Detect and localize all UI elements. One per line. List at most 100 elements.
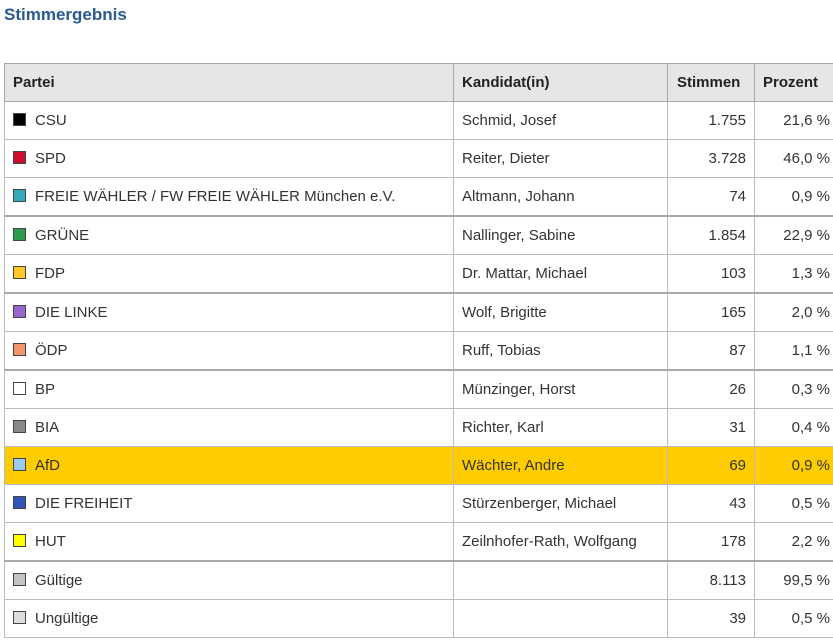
table-row: HUT Zeilnhofer-Rath, Wolfgang 178 2,2 %	[4, 522, 833, 562]
table-row: CSU Schmid, Josef 1.755 21,6 %	[4, 101, 833, 140]
votes-cell: 26	[667, 369, 755, 409]
percent-cell: 99,5 %	[754, 560, 833, 600]
party-name: GRÜNE	[35, 227, 90, 244]
candidate-cell: Richter, Karl	[453, 408, 668, 447]
party-color-swatch	[13, 573, 26, 586]
table-row: DIE LINKE Wolf, Brigitte 165 2,0 %	[4, 292, 833, 332]
party-name: BIA	[35, 419, 60, 436]
table-row: BP Münzinger, Horst 26 0,3 %	[4, 369, 833, 409]
party-name: Gültige	[35, 572, 83, 589]
party-color-swatch	[13, 496, 26, 509]
table-row: Ungültige 39 0,5 %	[4, 599, 833, 638]
candidate-cell	[453, 560, 668, 600]
percent-cell: 0,5 %	[754, 484, 833, 523]
party-color-swatch	[13, 189, 26, 202]
percent-cell: 0,9 %	[754, 177, 833, 217]
party-cell: GRÜNE	[4, 215, 454, 255]
candidate-cell: Altmann, Johann	[453, 177, 668, 217]
table-row: AfD Wächter, Andre 69 0,9 %	[4, 446, 833, 485]
votes-cell: 103	[667, 254, 755, 294]
candidate-cell: Schmid, Josef	[453, 101, 668, 140]
party-cell: HUT	[4, 522, 454, 562]
votes-cell: 39	[667, 599, 755, 638]
party-name: DIE FREIHEIT	[35, 495, 133, 512]
party-cell: FREIE WÄHLER / FW FREIE WÄHLER München e…	[4, 177, 454, 217]
table-row: Gültige 8.113 99,5 %	[4, 560, 833, 600]
party-cell: DIE LINKE	[4, 292, 454, 332]
votes-cell: 1.854	[667, 215, 755, 255]
table-row: FDP Dr. Mattar, Michael 103 1,3 %	[4, 254, 833, 294]
party-cell: ÖDP	[4, 331, 454, 371]
percent-cell: 2,2 %	[754, 522, 833, 562]
candidate-cell: Zeilnhofer-Rath, Wolfgang	[453, 522, 668, 562]
percent-cell: 0,5 %	[754, 599, 833, 638]
candidate-cell: Nallinger, Sabine	[453, 215, 668, 255]
party-cell: FDP	[4, 254, 454, 294]
table-row: ÖDP Ruff, Tobias 87 1,1 %	[4, 331, 833, 371]
party-cell: BIA	[4, 408, 454, 447]
percent-cell: 46,0 %	[754, 139, 833, 178]
table-body: CSU Schmid, Josef 1.755 21,6 % SPD Reiter, Di…	[4, 101, 833, 638]
party-color-swatch	[13, 228, 26, 241]
candidate-cell: Ruff, Tobias	[453, 331, 668, 371]
page-title: Stimmergebnis	[4, 5, 127, 24]
party-name: FDP	[35, 265, 65, 282]
table-row: SPD Reiter, Dieter 3.728 46,0 %	[4, 139, 833, 178]
column-header-prozent[interactable]: Prozent	[754, 63, 833, 102]
party-name: ÖDP	[35, 342, 68, 359]
votes-cell: 3.728	[667, 139, 755, 178]
percent-cell: 1,1 %	[754, 331, 833, 371]
candidate-cell: Stürzenberger, Michael	[453, 484, 668, 523]
party-cell: Ungültige	[4, 599, 454, 638]
column-header-partei[interactable]: Partei	[4, 63, 454, 102]
percent-cell: 0,4 %	[754, 408, 833, 447]
party-color-swatch	[13, 113, 26, 126]
party-name: CSU	[35, 112, 67, 129]
percent-cell: 0,9 %	[754, 446, 833, 485]
candidate-cell	[453, 599, 668, 638]
percent-cell: 1,3 %	[754, 254, 833, 294]
votes-cell: 178	[667, 522, 755, 562]
votes-cell: 1.755	[667, 101, 755, 140]
party-color-swatch	[13, 382, 26, 395]
party-name: HUT	[35, 533, 66, 550]
party-color-swatch	[13, 266, 26, 279]
party-cell: Gültige	[4, 560, 454, 600]
results-table: Partei Kandidat(in) Stimmen Prozent CSU S…	[4, 63, 833, 638]
party-color-swatch	[13, 611, 26, 624]
votes-cell: 31	[667, 408, 755, 447]
percent-cell: 21,6 %	[754, 101, 833, 140]
party-cell: BP	[4, 369, 454, 409]
party-name: AfD	[35, 457, 61, 474]
votes-cell: 165	[667, 292, 755, 332]
party-color-swatch	[13, 420, 26, 433]
percent-cell: 22,9 %	[754, 215, 833, 255]
candidate-cell: Reiter, Dieter	[453, 139, 668, 178]
party-name: SPD	[35, 150, 66, 167]
candidate-cell: Dr. Mattar, Michael	[453, 254, 668, 294]
column-header-stimmen[interactable]: Stimmen	[667, 63, 755, 102]
party-name: BP	[35, 381, 56, 398]
table-row: GRÜNE Nallinger, Sabine 1.854 22,9 %	[4, 215, 833, 255]
candidate-cell: Wolf, Brigitte	[453, 292, 668, 332]
party-color-swatch	[13, 151, 26, 164]
party-name: FREIE WÄHLER / FW FREIE WÄHLER München e…	[35, 188, 396, 205]
party-color-swatch	[13, 458, 26, 471]
party-cell: SPD	[4, 139, 454, 178]
votes-cell: 8.113	[667, 560, 755, 600]
table-row: BIA Richter, Karl 31 0,4 %	[4, 408, 833, 447]
table-row: FREIE WÄHLER / FW FREIE WÄHLER München e…	[4, 177, 833, 217]
party-color-swatch	[13, 534, 26, 547]
party-color-swatch	[13, 343, 26, 356]
column-header-kandidat[interactable]: Kandidat(in)	[453, 63, 668, 102]
party-cell: DIE FREIHEIT	[4, 484, 454, 523]
table-header-row: Partei Kandidat(in) Stimmen Prozent	[4, 63, 833, 102]
percent-cell: 2,0 %	[754, 292, 833, 332]
votes-cell: 69	[667, 446, 755, 485]
party-cell: CSU	[4, 101, 454, 140]
party-color-swatch	[13, 305, 26, 318]
votes-cell: 74	[667, 177, 755, 217]
votes-cell: 87	[667, 331, 755, 371]
table-row: DIE FREIHEIT Stürzenberger, Michael 43 0,5 …	[4, 484, 833, 523]
candidate-cell: Wächter, Andre	[453, 446, 668, 485]
